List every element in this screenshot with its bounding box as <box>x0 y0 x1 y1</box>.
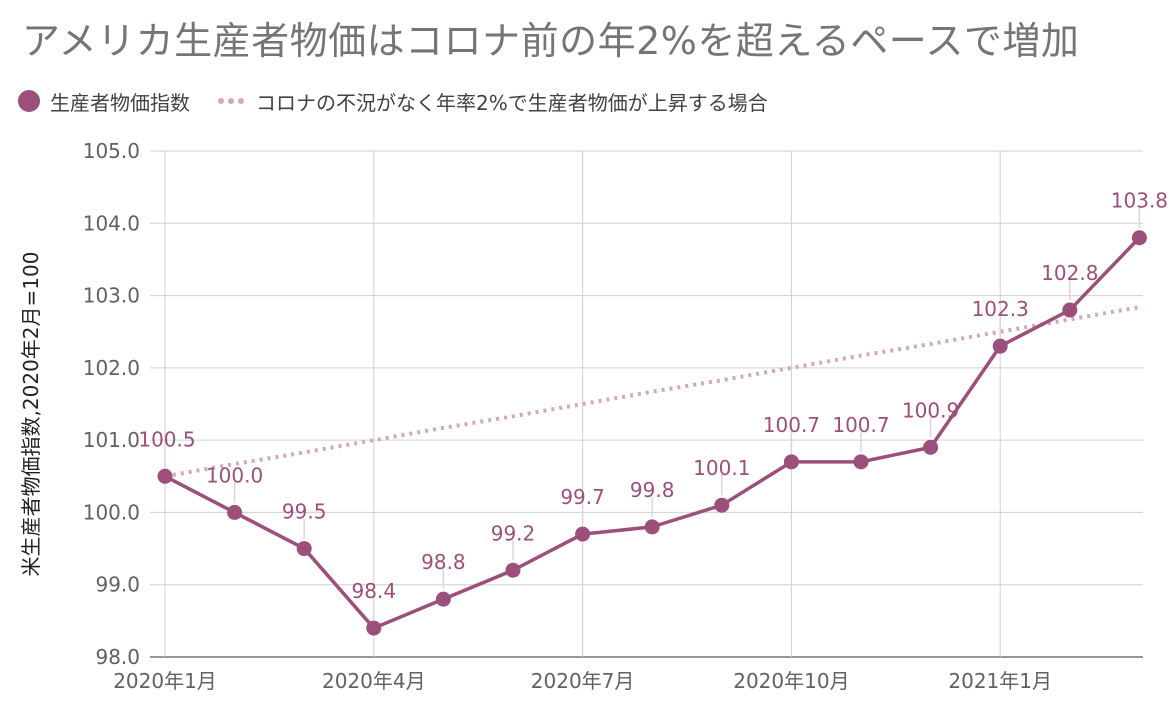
ppi-data-point <box>644 519 660 535</box>
y-tick-label: 104.0 <box>83 211 140 235</box>
ppi-data-label: 100.7 <box>763 413 820 437</box>
ppi-data-label: 100.0 <box>206 463 263 487</box>
x-tick-label: 2020年4月 <box>322 669 426 693</box>
legend-label-trend: コロナの不況がなく年率2%で生産者物価が上昇する場合 <box>256 90 768 115</box>
ppi-data-label: 98.4 <box>352 579 397 603</box>
ppi-data-label: 99.5 <box>282 500 327 524</box>
legend-marker-trend <box>218 98 244 104</box>
ppi-data-label: 102.8 <box>1041 261 1098 285</box>
legend-label-ppi: 生産者物価指数 <box>50 90 190 115</box>
ppi-data-label: 99.8 <box>630 478 675 502</box>
ppi-data-label: 100.9 <box>902 398 959 422</box>
legend-marker-ppi <box>18 90 40 112</box>
y-tick-label: 99.0 <box>95 573 140 597</box>
ppi-data-point <box>575 526 591 542</box>
trend-line-2pct <box>164 305 1140 479</box>
ppi-data-label: 103.8 <box>1111 189 1168 213</box>
ppi-data-label: 100.7 <box>832 413 889 437</box>
ppi-data-point <box>227 504 243 520</box>
ppi-data-point <box>992 338 1008 354</box>
ppi-data-point <box>435 591 451 607</box>
ppi-data-point <box>923 439 939 455</box>
x-tick-label: 2020年1月 <box>113 669 217 693</box>
y-tick-label: 103.0 <box>83 284 140 308</box>
y-tick-label: 100.0 <box>83 500 140 524</box>
ppi-data-point <box>366 620 382 636</box>
ppi-data-label: 99.2 <box>491 521 536 545</box>
ppi-data-label: 99.7 <box>560 485 605 509</box>
y-axis-title: 米生産者物価指数,2020年2月=100 <box>19 252 43 577</box>
ppi-data-point <box>783 454 799 470</box>
ppi-data-point <box>853 454 869 470</box>
y-tick-label: 98.0 <box>95 645 140 669</box>
ppi-data-point <box>714 497 730 513</box>
legend-item-ppi: 生産者物価指数 <box>18 87 190 116</box>
legend: 生産者物価指数 コロナの不況がなく年率2%で生産者物価が上昇する場合 <box>18 86 768 116</box>
ppi-data-point <box>296 541 312 557</box>
x-tick-label: 2020年10月 <box>733 669 849 693</box>
x-tick-label: 2020年7月 <box>531 669 635 693</box>
y-tick-label: 101.0 <box>83 428 140 452</box>
ppi-data-point <box>505 562 521 578</box>
ppi-data-label: 98.8 <box>421 550 466 574</box>
x-tick-label: 2021年1月 <box>948 669 1052 693</box>
ppi-data-point <box>157 468 173 484</box>
ppi-data-label: 100.1 <box>693 456 750 480</box>
legend-item-trend: コロナの不況がなく年率2%で生産者物価が上昇する場合 <box>190 87 768 116</box>
ppi-data-label: 102.3 <box>972 297 1029 321</box>
ppi-data-point <box>1062 302 1078 318</box>
y-tick-label: 102.0 <box>83 356 140 380</box>
ppi-data-label: 100.5 <box>138 427 195 451</box>
ppi-data-point <box>1131 230 1147 246</box>
y-tick-label: 105.0 <box>83 139 140 163</box>
chart-title: アメリカ生産者物価はコロナ前の年2%を超えるペースで増加 <box>22 19 1080 63</box>
